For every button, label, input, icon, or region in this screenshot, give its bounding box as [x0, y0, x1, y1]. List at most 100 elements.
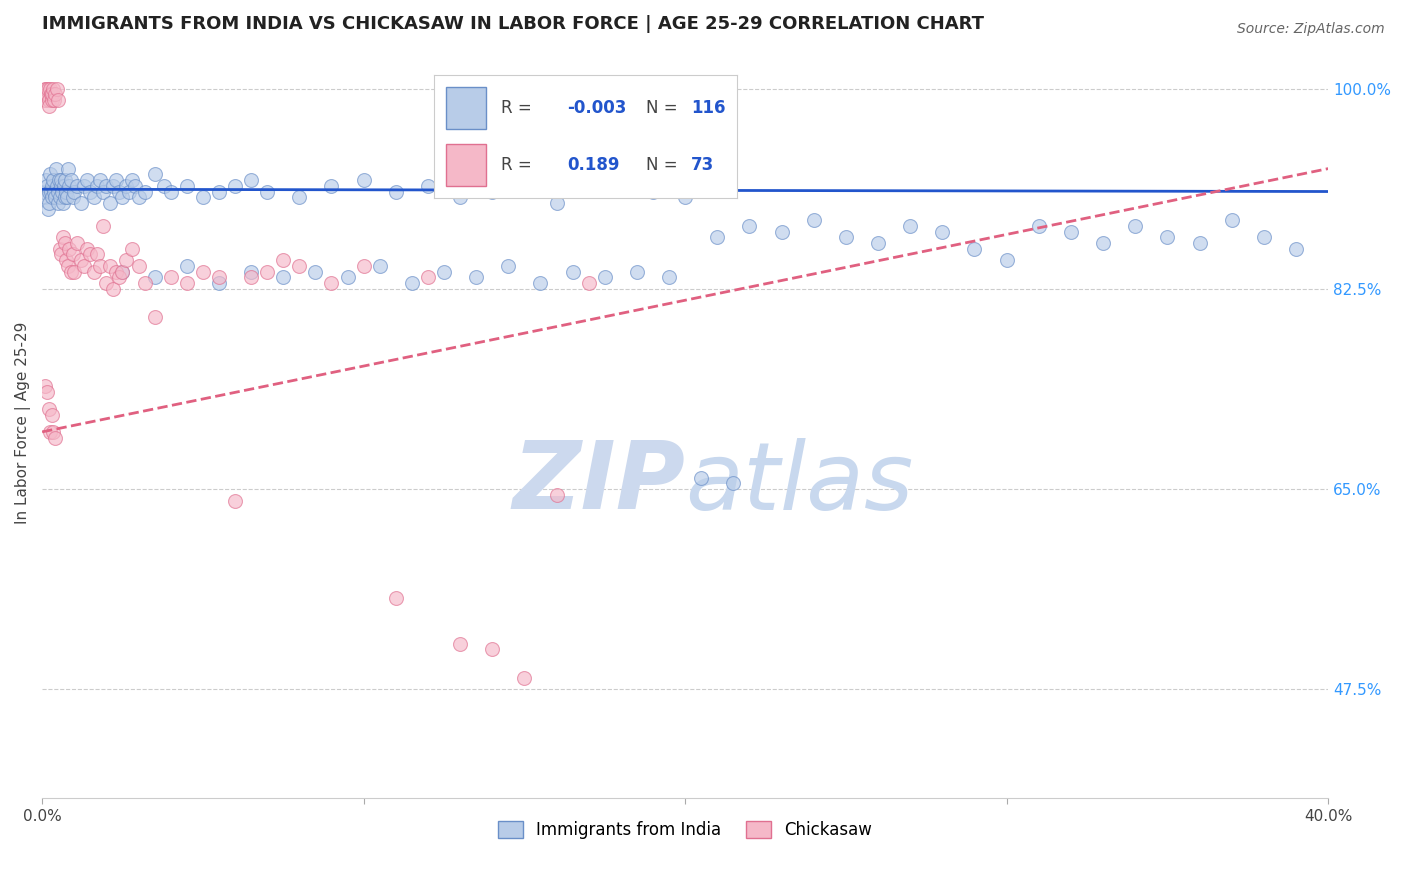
- Point: [38, 196, 60, 211]
- Point: [224, 493, 246, 508]
- Point: [336, 270, 359, 285]
- Point: [44, 431, 66, 445]
- Point: [58, 242, 80, 256]
- Point: [41, 408, 63, 422]
- Point: [593, 270, 616, 285]
- Point: [58, 178, 80, 193]
- Point: [96, 276, 118, 290]
- Y-axis label: In Labor Force | Age 25-29: In Labor Force | Age 25-29: [15, 322, 31, 524]
- Point: [62, 247, 84, 261]
- Point: [481, 185, 503, 199]
- Point: [465, 270, 488, 285]
- Point: [56, 190, 79, 204]
- Point: [34, 379, 56, 393]
- Point: [32, 185, 55, 199]
- Text: Source: ZipAtlas.com: Source: ZipAtlas.com: [1237, 22, 1385, 37]
- Point: [159, 270, 181, 285]
- Point: [433, 265, 456, 279]
- Point: [51, 185, 73, 199]
- Point: [723, 476, 745, 491]
- Point: [288, 259, 311, 273]
- Point: [83, 190, 105, 204]
- Point: [416, 270, 439, 285]
- Point: [42, 425, 65, 439]
- Point: [44, 190, 66, 204]
- Point: [321, 178, 343, 193]
- Point: [53, 235, 76, 250]
- Legend: Immigrants from India, Chickasaw: Immigrants from India, Chickasaw: [491, 814, 879, 846]
- Point: [578, 276, 600, 290]
- Point: [353, 173, 375, 187]
- Point: [706, 230, 728, 244]
- Point: [866, 235, 889, 250]
- Point: [38, 98, 60, 112]
- Point: [931, 225, 953, 239]
- Point: [111, 190, 134, 204]
- Point: [83, 265, 105, 279]
- Point: [288, 190, 311, 204]
- Point: [39, 167, 62, 181]
- Point: [1188, 235, 1211, 250]
- Point: [52, 196, 75, 211]
- Point: [176, 276, 198, 290]
- Point: [384, 591, 406, 605]
- Point: [73, 259, 96, 273]
- Point: [56, 161, 79, 176]
- Point: [45, 81, 67, 95]
- Point: [108, 270, 131, 285]
- Point: [416, 178, 439, 193]
- Point: [96, 178, 118, 193]
- Point: [39, 81, 62, 95]
- Point: [101, 282, 124, 296]
- Point: [89, 259, 111, 273]
- Point: [39, 87, 62, 102]
- Point: [53, 190, 76, 204]
- Point: [191, 190, 214, 204]
- Point: [114, 178, 136, 193]
- Point: [38, 402, 60, 417]
- Point: [240, 270, 263, 285]
- Point: [401, 276, 423, 290]
- Point: [271, 253, 294, 268]
- Point: [114, 253, 136, 268]
- Point: [41, 190, 63, 204]
- Point: [53, 178, 76, 193]
- Point: [49, 178, 72, 193]
- Point: [176, 259, 198, 273]
- Point: [56, 259, 79, 273]
- Point: [353, 259, 375, 273]
- Point: [121, 242, 143, 256]
- Point: [108, 185, 131, 199]
- Point: [37, 81, 59, 95]
- Point: [208, 270, 231, 285]
- Point: [770, 225, 793, 239]
- Point: [1060, 225, 1083, 239]
- Point: [134, 276, 156, 290]
- Point: [35, 384, 58, 399]
- Point: [561, 265, 583, 279]
- Point: [91, 185, 114, 199]
- Point: [35, 81, 58, 95]
- Point: [498, 259, 520, 273]
- Point: [46, 196, 69, 211]
- Point: [91, 219, 114, 233]
- Point: [1156, 230, 1178, 244]
- Point: [610, 173, 633, 187]
- Point: [1092, 235, 1115, 250]
- Point: [240, 265, 263, 279]
- Point: [32, 87, 55, 102]
- Point: [641, 185, 664, 199]
- Point: [55, 253, 77, 268]
- Point: [121, 173, 143, 187]
- Point: [256, 185, 278, 199]
- Point: [134, 185, 156, 199]
- Point: [546, 488, 568, 502]
- Point: [48, 173, 70, 187]
- Point: [1285, 242, 1308, 256]
- Point: [898, 219, 921, 233]
- Point: [208, 185, 231, 199]
- Point: [368, 259, 391, 273]
- Point: [62, 190, 84, 204]
- Point: [37, 202, 59, 216]
- Point: [449, 637, 471, 651]
